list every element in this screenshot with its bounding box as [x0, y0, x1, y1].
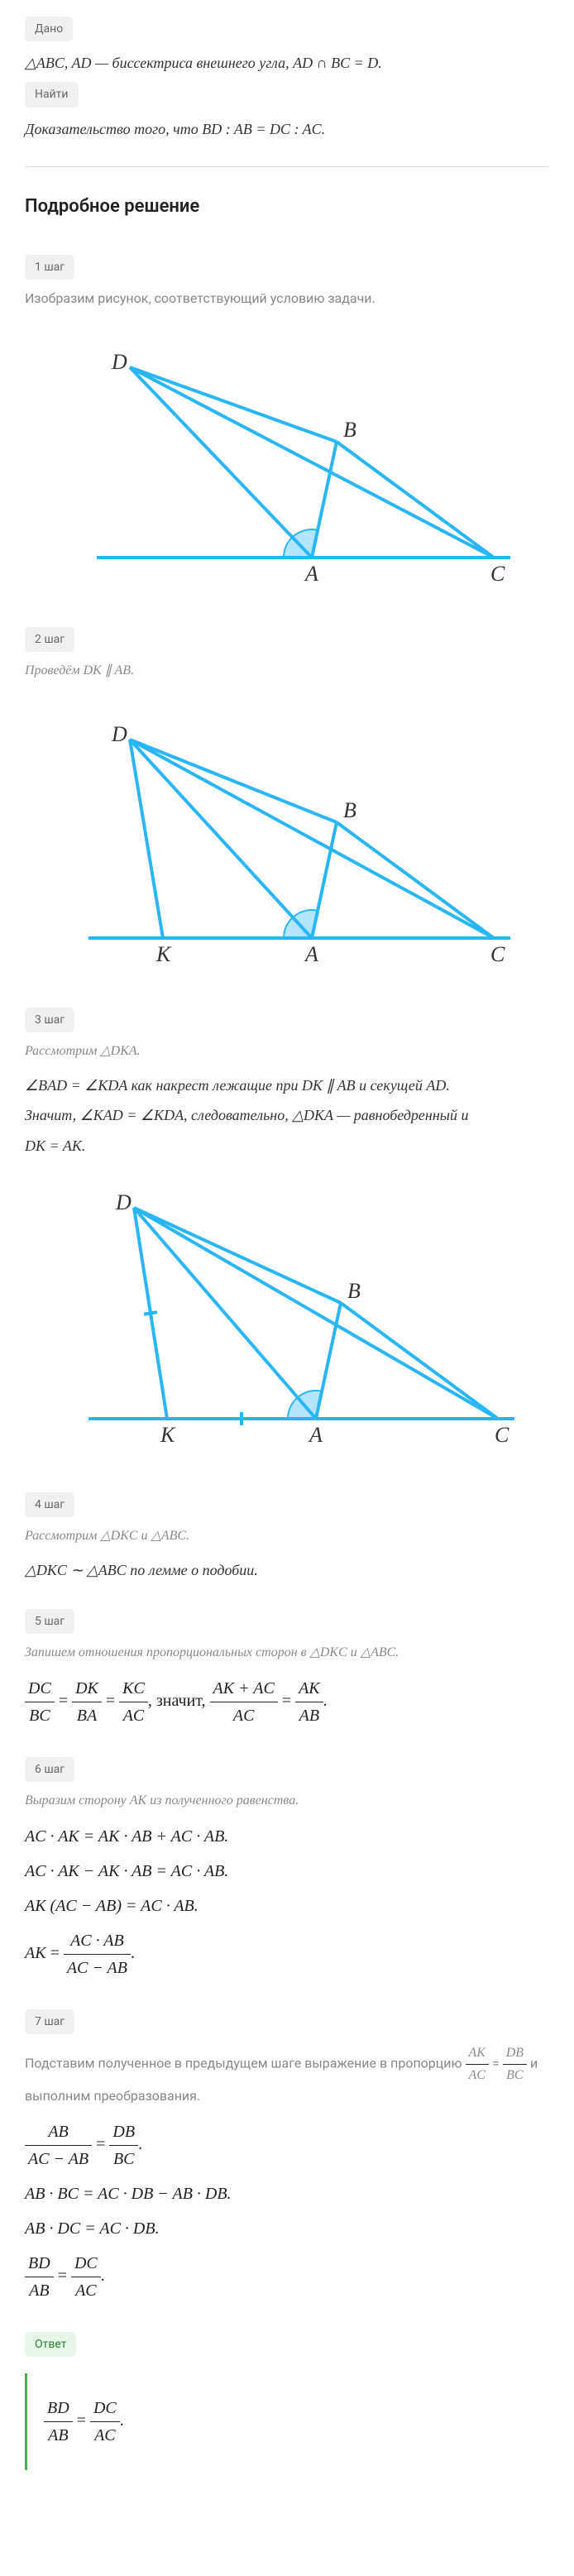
step-1-badge: 1 шаг: [25, 255, 74, 280]
solution-title: Подробное решение: [25, 192, 549, 221]
step-5-eq: DCBC = DKBA = KCAC, значит, AK + ACAC = …: [25, 1675, 549, 1729]
step-3-badge: 3 шаг: [25, 1008, 74, 1032]
svg-text:D: D: [115, 1190, 132, 1214]
step-4-line-1: △DKC ∼ △ABC по лемме о подобии.: [25, 1559, 549, 1582]
diagram-1: D B A C: [64, 326, 510, 591]
svg-text:D: D: [111, 722, 127, 746]
answer-badge: Ответ: [25, 2332, 76, 2357]
step-2-badge: 2 шаг: [25, 627, 74, 652]
step-7-badge: 7 шаг: [25, 2009, 74, 2034]
diagram-3: D B A C K: [55, 1175, 519, 1456]
svg-text:B: B: [347, 1279, 361, 1303]
find-text: Доказательство того, что BD : AB = DC : …: [25, 117, 549, 142]
step-3-line-3: DK = AK.: [25, 1134, 549, 1158]
step-6-badge: 6 шаг: [25, 1757, 74, 1782]
step-6-line-2: AC · AK − AK · AB = AC · AB.: [25, 1858, 549, 1884]
svg-text:D: D: [111, 350, 127, 374]
step-6-line-3: AK (AC − AB) = AC · AB.: [25, 1893, 549, 1919]
step-7-desc: Подставим полученное в предыдущем шаге в…: [25, 2042, 549, 2107]
step-7-line-2: AB · DC = AC · DB.: [25, 2215, 549, 2242]
svg-text:B: B: [343, 798, 356, 822]
step-7-desc-text: Подставим полученное в предыдущем шаге в…: [25, 2055, 462, 2071]
step-3-line-2: Значит, ∠KAD = ∠KDA, следовательно, △DKA…: [25, 1104, 549, 1128]
step-5-badge: 5 шаг: [25, 1609, 74, 1634]
svg-text:C: C: [490, 562, 505, 586]
diagram-2: D B A C K: [55, 698, 519, 971]
step-7-eq-2: BDAB = DCAC.: [25, 2250, 549, 2304]
svg-text:A: A: [308, 1423, 323, 1447]
svg-text:A: A: [304, 942, 318, 966]
given-text: △ABC, AD — биссектриса внешнего угла, AD…: [25, 51, 549, 75]
given-badge: Дано: [25, 17, 73, 41]
step-5-desc: Запишем отношения пропорциональных сторо…: [25, 1642, 549, 1664]
answer-box: BDAB = DCAC.: [25, 2373, 549, 2470]
svg-text:C: C: [495, 1423, 509, 1447]
step-2-desc: Проведём DK ∥ AB.: [25, 660, 549, 682]
svg-text:K: K: [155, 942, 172, 966]
step-1-desc: Изобразим рисунок, соответствующий услов…: [25, 288, 549, 309]
step-6-line-1: AC · AK = AK · AB + AC · AB.: [25, 1823, 549, 1850]
step-3-line-1: ∠BAD = ∠KDA как накрест лежащие при DK ∥…: [25, 1074, 549, 1098]
step-4-desc: Рассмотрим △DKC и △ABC.: [25, 1525, 549, 1547]
find-content: Доказательство того, что BD : AB = DC : …: [25, 121, 325, 137]
step-7-eq-1: ABAC − AB = DBBC.: [25, 2119, 549, 2172]
svg-text:A: A: [304, 562, 318, 586]
answer-eq: BDAB = DCAC.: [44, 2395, 533, 2449]
find-badge: Найти: [25, 82, 79, 107]
step-3-desc: Рассмотрим △DKA.: [25, 1041, 549, 1062]
svg-text:B: B: [343, 418, 356, 442]
divider: [25, 166, 549, 167]
step-4-badge: 4 шаг: [25, 1492, 74, 1517]
step-7-line-1: AB · BC = AC · DB − AB · DB.: [25, 2181, 549, 2207]
step-6-line-4: AK = AC · ABAC − AB.: [25, 1927, 549, 1981]
svg-text:C: C: [490, 942, 505, 966]
svg-text:K: K: [160, 1423, 176, 1447]
step-6-desc: Выразим сторону AK из полученного равенс…: [25, 1790, 549, 1812]
